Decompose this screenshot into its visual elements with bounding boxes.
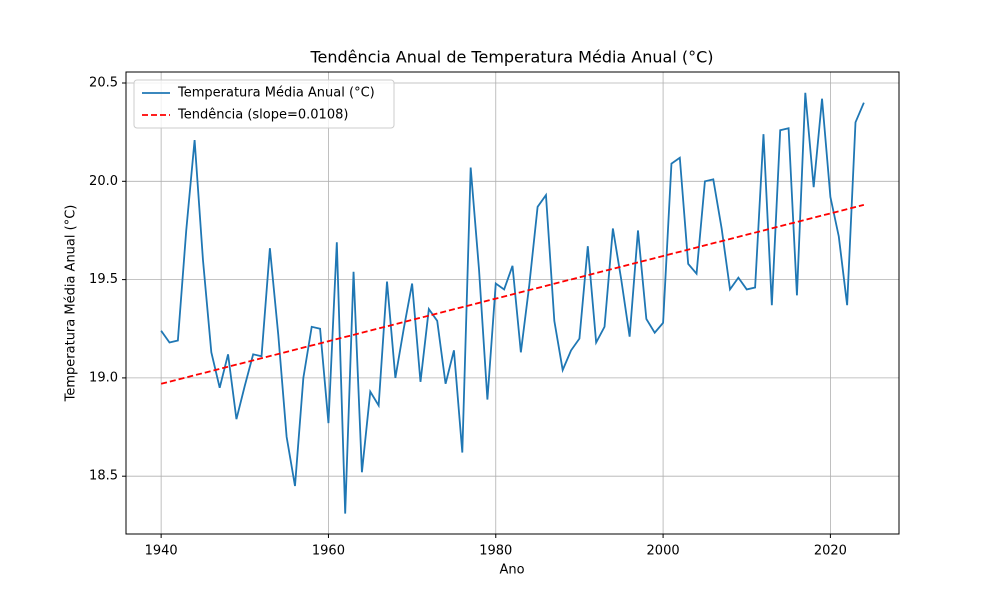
y-tick-label: 19.5 (89, 272, 118, 287)
legend-label: Temperatura Média Anual (°C) (177, 86, 375, 101)
y-tick-label: 20.5 (89, 76, 118, 91)
x-tick-label: 1960 (312, 544, 345, 559)
legend-label: Tendência (slope=0.0108) (177, 108, 348, 123)
x-tick-label: 2020 (814, 544, 847, 559)
series-line (160, 92, 865, 514)
series-line (160, 204, 865, 385)
y-tick-label: 18.5 (89, 469, 118, 484)
y-tick-label: 19.0 (89, 370, 118, 385)
x-axis-label: Ano (499, 563, 524, 578)
x-tick-label: 2000 (647, 544, 680, 559)
y-tick-label: 20.0 (89, 174, 118, 189)
y-axis-label: Temperatura Média Anual (°C) (64, 205, 79, 403)
x-tick-label: 1980 (479, 544, 512, 559)
plot-frame (125, 71, 900, 535)
legend-box (133, 79, 395, 129)
chart-title: Tendência Anual de Temperatura Média Anu… (309, 48, 713, 67)
x-tick-label: 1940 (145, 544, 178, 559)
